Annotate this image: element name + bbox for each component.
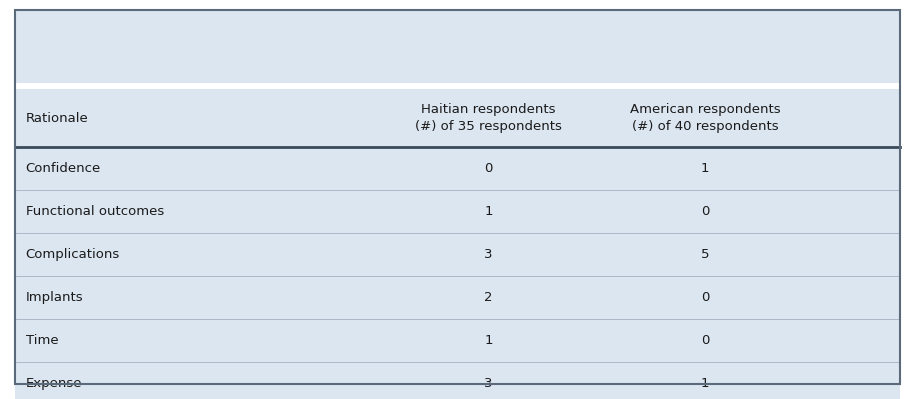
- Bar: [15, 10, 900, 83]
- Bar: [15, 190, 900, 233]
- Text: Time: Time: [26, 334, 59, 347]
- Text: 1: 1: [701, 162, 709, 175]
- Bar: [15, 276, 900, 319]
- Bar: [15, 319, 900, 362]
- Text: Implants: Implants: [26, 291, 83, 304]
- Text: Functional outcomes: Functional outcomes: [26, 205, 164, 218]
- Text: 1: 1: [484, 205, 492, 218]
- Text: 0: 0: [701, 291, 709, 304]
- Text: 0: 0: [484, 162, 492, 175]
- Bar: [15, 83, 900, 89]
- Bar: [15, 89, 900, 147]
- Text: 3: 3: [484, 377, 492, 390]
- Bar: [15, 147, 900, 190]
- Text: Confidence: Confidence: [26, 162, 101, 175]
- Text: 3: 3: [484, 248, 492, 261]
- Bar: [15, 362, 900, 399]
- Text: American respondents
(#) of 40 respondents: American respondents (#) of 40 responden…: [630, 103, 780, 133]
- Text: 1: 1: [484, 334, 492, 347]
- Text: 5: 5: [701, 248, 709, 261]
- Text: Rationale: Rationale: [26, 111, 89, 124]
- Bar: [15, 233, 900, 276]
- Text: Complications: Complications: [26, 248, 120, 261]
- Text: Expense: Expense: [26, 377, 82, 390]
- Text: Haitian respondents
(#) of 35 respondents: Haitian respondents (#) of 35 respondent…: [415, 103, 562, 133]
- Text: 0: 0: [701, 334, 709, 347]
- Text: 0: 0: [701, 205, 709, 218]
- Text: 2: 2: [484, 291, 492, 304]
- Text: 1: 1: [701, 377, 709, 390]
